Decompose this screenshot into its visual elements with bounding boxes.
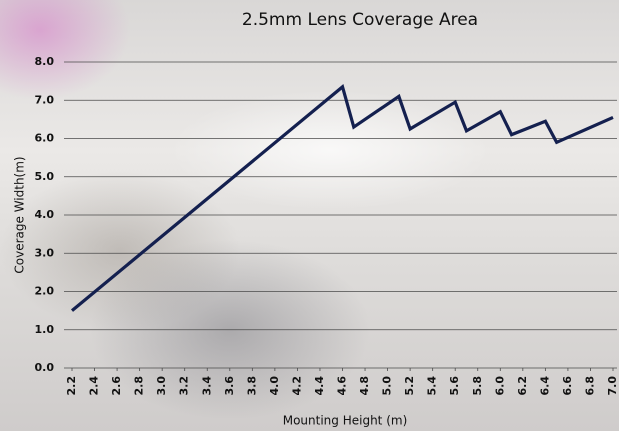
y-tick-label: 6.0 <box>35 132 55 145</box>
x-tick-label: 3.4 <box>200 376 213 396</box>
x-tick-label: 4.2 <box>290 376 303 396</box>
y-axis-title: Coverage Width(m) <box>13 156 27 273</box>
y-tick-label: 7.0 <box>35 93 55 106</box>
y-tick-label: 4.0 <box>35 208 55 221</box>
chart-title: 2.5mm Lens Coverage Area <box>242 10 478 30</box>
x-tick-label: 4.0 <box>268 376 281 396</box>
x-tick-label: 4.8 <box>358 376 371 396</box>
x-tick-label: 2.2 <box>65 376 78 396</box>
x-tick-label: 5.2 <box>403 376 416 396</box>
x-tick-label: 6.6 <box>561 376 574 396</box>
y-tick-label: 2.0 <box>35 285 55 298</box>
data-line <box>70 84 614 312</box>
x-tick-label: 2.4 <box>88 376 101 396</box>
x-tick-label: 3.8 <box>245 376 258 396</box>
x-tick-label: 5.4 <box>426 376 439 396</box>
x-tick-label: 4.6 <box>336 376 349 396</box>
x-tick-label: 3.2 <box>178 376 191 396</box>
x-tick-label: 3.6 <box>223 376 236 396</box>
x-axis-title: Mounting Height (m) <box>283 414 408 428</box>
x-tick-label: 6.2 <box>516 376 529 396</box>
x-tick-label: 4.4 <box>313 376 326 396</box>
y-tick-label: 5.0 <box>35 170 55 183</box>
x-tick-label: 5.6 <box>448 376 461 396</box>
y-tick-label: 8.0 <box>35 55 55 68</box>
x-tick-label: 2.6 <box>110 376 123 396</box>
x-tick-label: 2.8 <box>133 376 146 396</box>
x-tick-label: 6.4 <box>538 376 551 396</box>
x-tick-label: 7.0 <box>606 376 619 396</box>
y-tick-label: 3.0 <box>35 246 55 259</box>
y-tick-label: 1.0 <box>35 323 55 336</box>
x-tick-label: 5.0 <box>381 376 394 396</box>
y-tick-label: 0.0 <box>35 361 55 374</box>
x-tick-label: 3.0 <box>155 376 168 396</box>
x-tick-label: 5.8 <box>471 376 484 396</box>
x-tick-label: 6.0 <box>493 376 506 396</box>
x-tick-label: 6.8 <box>583 376 596 396</box>
